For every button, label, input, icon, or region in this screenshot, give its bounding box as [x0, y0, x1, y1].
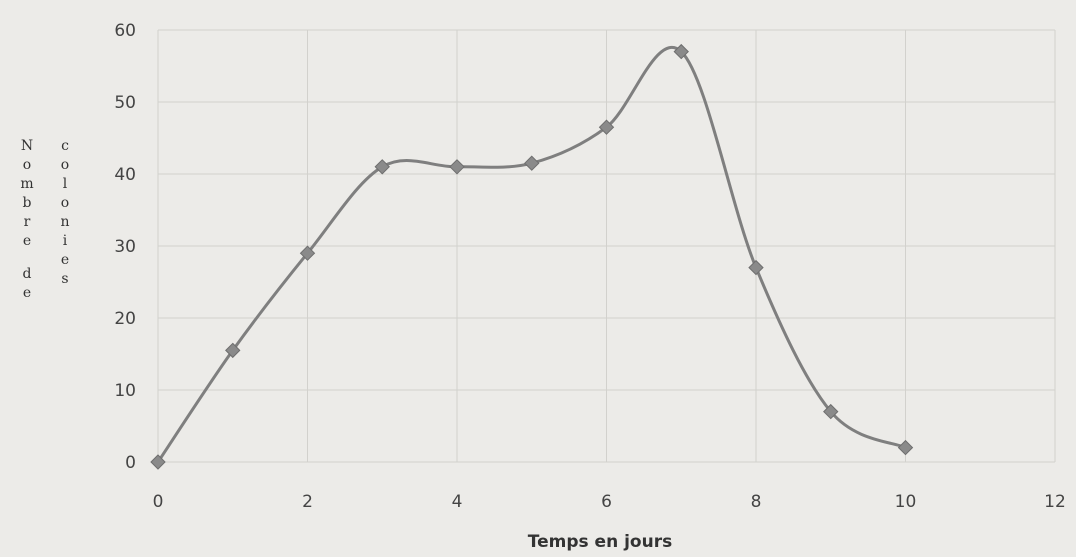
data-point-1 [225, 342, 241, 359]
axis-tick-labels: 0 10 20 30 40 50 60 0 2 4 6 8 10 12 [114, 21, 1065, 512]
x-axis-label: Temps en jours [528, 532, 672, 552]
data-point-2 [299, 245, 316, 261]
data-point-5 [524, 155, 540, 171]
y-axis-label-letter: e [23, 285, 31, 301]
y-axis-label-letter: n [60, 214, 69, 230]
x-tick-label: 6 [601, 492, 612, 512]
data-point-6 [598, 119, 615, 135]
x-tick-label: 10 [895, 492, 917, 512]
y-tick-label: 60 [114, 21, 136, 41]
x-tick-label: 0 [153, 492, 164, 512]
y-tick-label: 0 [125, 453, 136, 473]
y-axis-label-letter: N [21, 138, 33, 154]
series-line [156, 46, 907, 463]
y-tick-label: 30 [114, 237, 136, 257]
x-tick-label: 8 [751, 492, 762, 512]
y-tick-label: 10 [114, 381, 136, 401]
series-layer [156, 46, 907, 463]
y-axis-label-letter: e [23, 233, 31, 249]
y-axis-label-letter: o [61, 195, 69, 211]
y-tick-label: 50 [114, 93, 136, 113]
y-axis-label-letter: o [23, 157, 31, 173]
gridlines [157, 29, 1056, 463]
y-axis-label-letter: m [20, 176, 33, 192]
y-axis-label-letter: c [61, 138, 69, 154]
y-axis-label-letter: o [61, 157, 69, 173]
y-tick-label: 40 [114, 165, 136, 185]
y-axis-label-letter: r [24, 214, 31, 230]
y-axis-label-letter: l [63, 176, 68, 192]
data-point-0 [150, 454, 166, 470]
data-point-4 [449, 159, 465, 175]
data-point-8 [748, 259, 764, 276]
x-tick-label: 12 [1044, 492, 1066, 512]
data-point-9 [823, 403, 839, 420]
y-axis-label-letter: i [63, 233, 68, 249]
y-axis-label-letter: e [61, 252, 69, 268]
data-point-3 [374, 159, 390, 175]
data-point-7 [673, 43, 689, 60]
x-tick-label: 4 [452, 492, 463, 512]
y-axis-label-letter: d [23, 266, 32, 282]
y-tick-label: 20 [114, 309, 136, 329]
x-tick-label: 2 [302, 492, 313, 512]
y-axis-label-letter: b [23, 195, 32, 211]
data-markers [150, 43, 914, 470]
y-axis-label-letter: s [61, 271, 68, 287]
data-point-10 [897, 439, 914, 456]
